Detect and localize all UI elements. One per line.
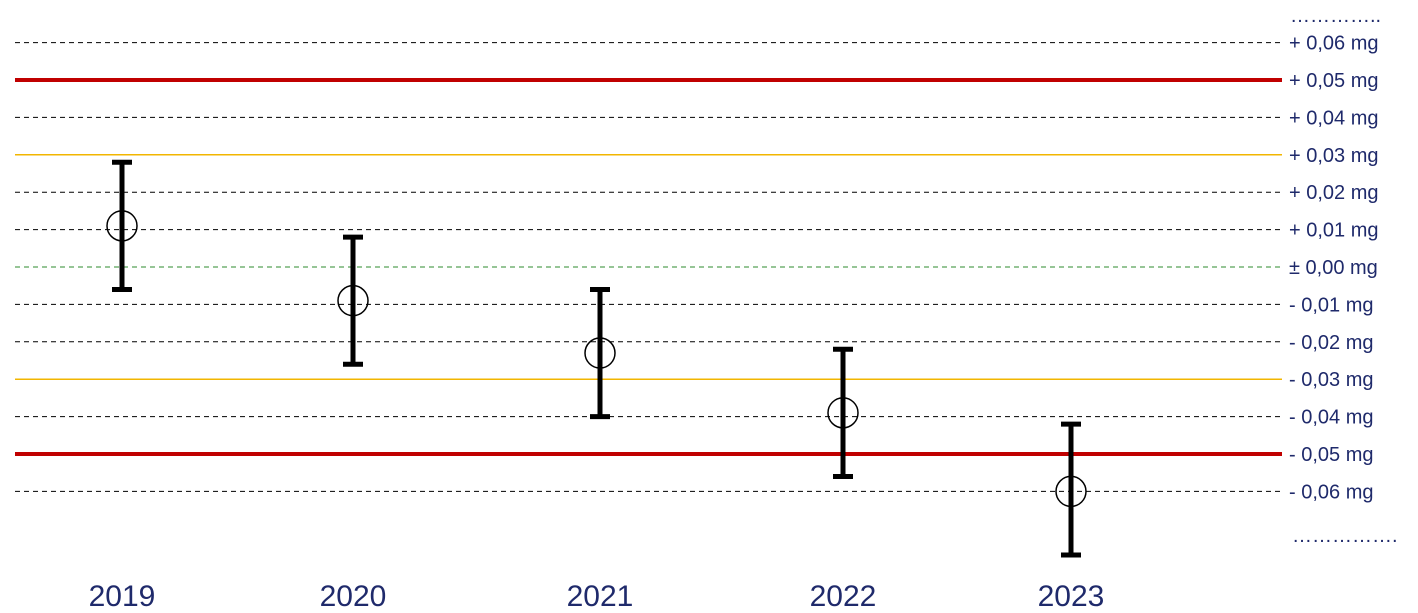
y-tick-label: + 0,01 mg xyxy=(1289,220,1379,242)
y-tick-label: - 0,01 mg xyxy=(1289,294,1373,316)
y-tick-label: + 0,04 mg xyxy=(1289,107,1379,129)
x-tick-label: 2023 xyxy=(1038,580,1105,613)
data-point-2019 xyxy=(106,159,138,292)
y-tick-label: ± 0,00 mg xyxy=(1289,257,1378,279)
ellipsis-top: ………….. xyxy=(1290,5,1381,27)
x-tick-label: 2020 xyxy=(320,580,387,613)
mean-marker xyxy=(1055,475,1087,508)
mean-marker xyxy=(827,397,859,429)
mean-marker xyxy=(584,337,616,369)
data-point-2020 xyxy=(337,234,369,367)
y-tick-label: + 0,02 mg xyxy=(1289,182,1379,204)
data-point-2023 xyxy=(1055,421,1087,558)
y-tick-label: - 0,06 mg xyxy=(1289,481,1373,503)
x-tick-label: 2021 xyxy=(567,580,634,613)
y-tick-label: - 0,05 mg xyxy=(1289,444,1373,466)
data-point-2021 xyxy=(584,286,616,420)
y-tick-label: - 0,03 mg xyxy=(1289,369,1373,391)
ellipsis-bottom: ……………. xyxy=(1292,525,1398,547)
x-axis-tick-labels: 2019 2020 2021 2022 2023 xyxy=(89,580,1105,613)
x-tick-label: 2022 xyxy=(810,580,877,613)
y-axis-tick-labels: + 0,06 mg + 0,05 mg + 0,04 mg + 0,03 mg + 0,… xyxy=(1289,33,1379,504)
y-tick-label: - 0,02 mg xyxy=(1289,332,1373,354)
mean-marker xyxy=(106,210,138,242)
x-tick-label: 2019 xyxy=(89,580,156,613)
y-tick-label: + 0,06 mg xyxy=(1289,33,1379,55)
y-tick-label: + 0,05 mg xyxy=(1289,70,1379,92)
mean-marker xyxy=(337,284,369,317)
limit-lines xyxy=(15,78,1282,456)
data-points xyxy=(106,159,1087,558)
data-point-2022 xyxy=(827,346,859,479)
y-tick-label: - 0,04 mg xyxy=(1289,407,1373,429)
y-tick-label: + 0,03 mg xyxy=(1289,145,1379,167)
